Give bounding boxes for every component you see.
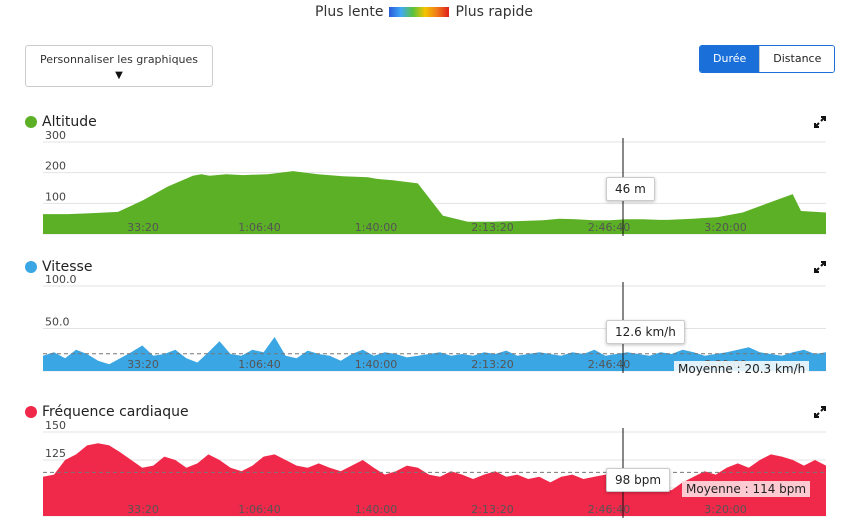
chevron-down-icon: ▼ [115,70,123,81]
altitude-xtick-label: 3:20:00 [704,221,746,234]
heart-title-text: Fréquence cardiaque [42,404,189,420]
heart-xtick-label: 3:20:00 [704,503,746,516]
speed-average-label: Moyenne : 20.3 km/h [674,361,810,377]
speed-chart-title: Vitesse [25,259,92,275]
heart-xtick-label: 2:13:20 [471,503,513,516]
speed-color-dot [25,261,37,273]
altitude-xtick-label: 2:46:40 [588,221,630,234]
heart-area [43,443,826,516]
duration-toggle-button[interactable]: Durée [700,46,760,72]
speed-chart: 100.050.00.033:201:06:401:40:002:13:202:… [43,273,826,373]
altitude-tooltip: 46 m [606,177,655,201]
altitude-ytick-label: 300 [45,129,66,142]
heart-xtick-label: 1:06:40 [238,503,280,516]
speed-xtick-label: 1:40:00 [355,358,397,371]
altitude-chart-title: Altitude [25,114,97,130]
heart-expand-icon[interactable] [812,404,828,420]
heart-average-label: Moyenne : 114 bpm [682,481,811,497]
heart-xtick-label: 2:46:40 [588,503,630,516]
distance-toggle-button[interactable]: Distance [759,46,835,72]
heart-ytick-label: 150 [45,419,66,432]
speed-xtick-label: 1:06:40 [238,358,280,371]
altitude-title-text: Altitude [42,114,97,130]
altitude-xtick-label: 2:13:20 [471,221,513,234]
speed-area [43,337,826,371]
altitude-xtick-label: 33:20 [127,221,159,234]
heart-tooltip: 98 bpm [606,468,671,492]
altitude-xtick-label: 1:40:00 [355,221,397,234]
customize-charts-label: Personnaliser les graphiques [39,53,199,66]
speed-ytick-label: 50.0 [45,316,70,329]
legend-slow-label: Plus lente [315,4,384,20]
speed-xtick-label: 33:20 [127,358,159,371]
speed-color-legend: Plus lente Plus rapide [0,4,848,20]
customize-charts-button[interactable]: Personnaliser les graphiques ▼ [25,45,213,87]
heart-xtick-label: 33:20 [127,503,159,516]
altitude-chart: 300200100033:201:06:401:40:002:13:202:46… [43,129,826,236]
heart-chart-title: Fréquence cardiaque [25,404,189,420]
speed-title-text: Vitesse [42,259,93,275]
speed-tooltip: 12.6 km/h [606,320,685,344]
speed-xtick-label: 2:13:20 [471,358,513,371]
speed-ytick-label: 100.0 [45,273,77,286]
axis-mode-toggle: Durée Distance [699,45,836,73]
heart-ytick-label: 125 [45,447,66,460]
altitude-ytick-label: 100 [45,190,66,203]
altitude-color-dot [25,116,37,128]
legend-fast-label: Plus rapide [455,4,533,20]
heart-xtick-label: 1:40:00 [355,503,397,516]
altitude-xtick-label: 1:06:40 [238,221,280,234]
altitude-area [43,171,826,234]
altitude-expand-icon[interactable] [812,114,828,130]
speed-expand-icon[interactable] [812,259,828,275]
altitude-ytick-label: 200 [45,160,66,173]
speed-gradient-bar [389,7,450,17]
speed-xtick-label: 2:46:40 [588,358,630,371]
heart-color-dot [25,406,37,418]
heart-chart: 1501251007533:201:06:401:40:002:13:202:4… [43,419,826,518]
